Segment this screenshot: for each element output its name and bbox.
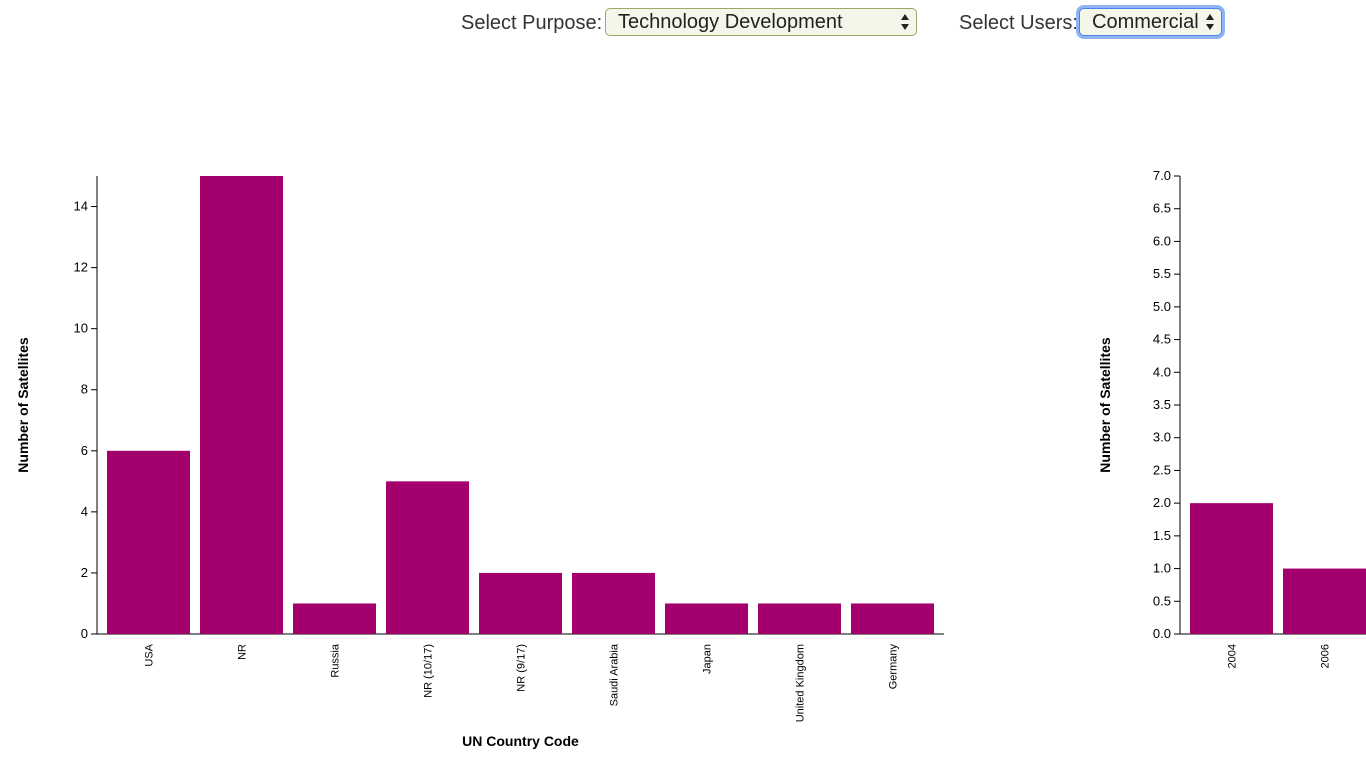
y-tick-label: 3.0	[1153, 430, 1171, 445]
y-tick-label: 4	[81, 504, 88, 519]
x-tick-label: United Kingdom	[795, 644, 807, 722]
y-tick-label: 0.5	[1153, 593, 1171, 608]
y-tick-label: 6.0	[1153, 233, 1171, 248]
y-tick-label: 5.0	[1153, 299, 1171, 314]
x-tick-label: NR	[237, 644, 249, 660]
x-tick-label: 2006	[1320, 644, 1332, 668]
bar	[293, 603, 376, 634]
bar	[479, 572, 562, 634]
y-tick-label: 4.0	[1153, 364, 1171, 379]
bar	[107, 450, 190, 634]
y-tick-label: 0	[81, 626, 88, 641]
bar	[572, 572, 655, 634]
bar	[386, 481, 469, 634]
x-tick-label: Germany	[888, 644, 900, 690]
select-arrows-icon	[901, 14, 909, 30]
x-tick-label: USA	[144, 643, 156, 666]
y-tick-label: 5.5	[1153, 266, 1171, 281]
y-axis-title: Number of Satellites	[1097, 337, 1113, 473]
bar	[851, 603, 934, 634]
y-tick-label: 2.5	[1153, 462, 1171, 477]
bar	[1190, 503, 1273, 634]
users-label: Select Users:	[959, 12, 1078, 34]
x-tick-label: NR (10/17)	[423, 644, 435, 698]
y-tick-label: 4.5	[1153, 332, 1171, 347]
select-arrows-icon	[1206, 14, 1214, 30]
bar	[200, 176, 283, 634]
y-tick-label: 6	[81, 443, 88, 458]
y-tick-label: 12	[74, 260, 88, 275]
y-tick-label: 1.5	[1153, 528, 1171, 543]
bar	[758, 603, 841, 634]
x-tick-label: 2004	[1227, 644, 1239, 668]
y-tick-label: 1.0	[1153, 561, 1171, 576]
y-tick-label: 6.5	[1153, 201, 1171, 216]
x-tick-label: Japan	[702, 644, 714, 674]
y-tick-label: 14	[74, 199, 88, 214]
x-tick-label: NR (9/17)	[516, 644, 528, 692]
y-tick-label: 3.5	[1153, 397, 1171, 412]
y-tick-label: 2	[81, 565, 88, 580]
filter-controls: Select Purpose: Technology Development S…	[0, 8, 1366, 38]
y-axis-title: Number of Satellites	[15, 337, 31, 473]
country-bar-chart: 0 2 4 6 8 10 12 14 USA NR Russia NR (10/17) NR (9/17…	[15, 176, 944, 749]
y-tick-label: 0.0	[1153, 626, 1171, 641]
users-select[interactable]: Commercial	[1079, 8, 1222, 36]
bar	[665, 603, 748, 634]
x-tick-label: Russia	[330, 643, 342, 678]
users-select-value: Commercial	[1092, 11, 1199, 33]
x-axis-title: UN Country Code	[462, 733, 579, 749]
y-tick-label: 2.0	[1153, 495, 1171, 510]
y-tick-label: 10	[74, 321, 88, 336]
purpose-select-value: Technology Development	[618, 11, 843, 33]
purpose-select[interactable]: Technology Development	[605, 8, 917, 36]
x-tick-label: Saudi Arabia	[609, 643, 621, 706]
purpose-label: Select Purpose:	[461, 12, 603, 34]
bar	[1283, 568, 1366, 634]
y-tick-label: 8	[81, 382, 88, 397]
y-tick-label: 7.0	[1153, 168, 1171, 183]
